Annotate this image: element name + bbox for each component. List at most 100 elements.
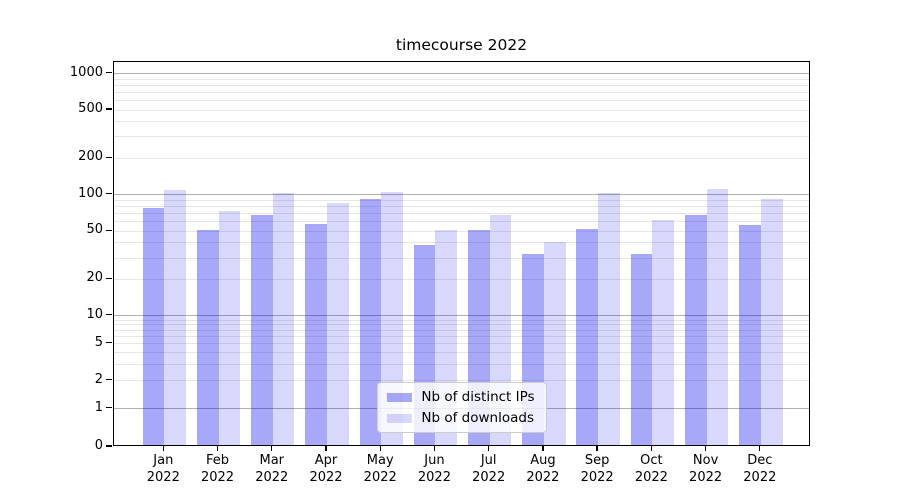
minor-gridline (114, 230, 809, 232)
bar-downloads-mar (272, 192, 295, 445)
y-tick-label: 100 (78, 185, 103, 201)
y-tick-mark (106, 445, 112, 447)
minor-gridline (114, 78, 809, 80)
x-tick-label-jan: Jan 2022 (135, 452, 191, 486)
x-tick-mark (650, 446, 653, 451)
y-tick-label: 50 (86, 222, 103, 238)
x-tick-mark (433, 446, 436, 451)
legend-item-distinct-ips: Nb of distinct IPs (386, 389, 535, 405)
minor-gridline (114, 84, 809, 86)
minor-gridline (114, 363, 809, 365)
y-tick-mark (106, 379, 112, 381)
bar-distinct-ips-feb (196, 230, 219, 445)
x-tick-year: 2022 (417, 470, 451, 485)
minor-gridline (114, 136, 809, 138)
bar-downloads-oct (652, 220, 675, 445)
x-tick-year: 2022 (472, 470, 506, 485)
x-tick-month: Aug (530, 453, 556, 468)
y-tick-mark (106, 314, 112, 316)
x-tick-year: 2022 (200, 470, 235, 485)
y-tick-mark (106, 193, 112, 195)
x-tick-year: 2022 (580, 470, 614, 485)
plot-area: Nb of distinct IPs Nb of downloads (113, 61, 810, 446)
minor-gridline (114, 212, 809, 214)
legend: Nb of distinct IPs Nb of downloads (376, 382, 547, 433)
minor-gridline (114, 380, 809, 382)
x-tick-label-may: May 2022 (352, 452, 408, 486)
minor-gridline (114, 324, 809, 326)
x-tick-year: 2022 (526, 470, 560, 485)
y-tick-label: 200 (78, 149, 103, 165)
legend-swatch-downloads (386, 413, 412, 423)
y-tick-label: 2 (94, 371, 103, 387)
x-tick-mark (759, 446, 761, 451)
x-tick-month: Nov (692, 453, 719, 468)
x-tick-month: Apr (314, 453, 338, 468)
gridlines-layer (114, 62, 809, 445)
major-gridline (114, 315, 809, 317)
y-tick-mark (106, 342, 112, 344)
y-tick-label: 1 (94, 399, 103, 415)
x-tick-label-apr: Apr 2022 (298, 452, 354, 486)
bar-downloads-dec (760, 198, 783, 445)
y-tick-mark (106, 156, 112, 158)
chart-title: timecourse 2022 (395, 36, 528, 54)
minor-gridline (114, 278, 809, 280)
x-tick-mark (542, 446, 544, 451)
y-tick-mark (106, 277, 112, 280)
y-tick-mark (106, 229, 112, 231)
x-tick-month: Sep (584, 453, 610, 468)
x-tick-year: 2022 (363, 470, 397, 485)
x-tick-label-jun: Jun 2022 (406, 452, 462, 486)
bar-downloads-jan (164, 190, 186, 445)
y-tick-mark (106, 407, 112, 409)
bar-downloads-may (381, 192, 403, 445)
y-tick-label: 20 (86, 270, 103, 286)
y-tick-label: 10 (86, 306, 103, 322)
minor-gridline (114, 352, 809, 354)
y-tick-label: 500 (78, 101, 103, 117)
x-tick-month: Jun (424, 453, 445, 468)
x-tick-year: 2022 (146, 470, 180, 485)
x-tick-year: 2022 (689, 470, 723, 485)
bar-downloads-sep (598, 192, 620, 445)
bar-distinct-ips-mar (251, 215, 273, 445)
minor-gridline (114, 221, 809, 223)
y-tick-label: 0 (94, 438, 103, 453)
minor-gridline (114, 329, 809, 331)
minor-gridline (114, 242, 809, 244)
x-tick-year: 2022 (309, 470, 343, 485)
minor-gridline (114, 157, 809, 159)
minor-gridline (114, 91, 809, 93)
legend-label-downloads: Nb of downloads (421, 410, 534, 426)
bar-distinct-ips-may (359, 199, 382, 445)
x-tick-label-jul: Jul 2022 (461, 452, 517, 486)
legend-label-distinct-ips: Nb of distinct IPs (421, 389, 535, 405)
minor-gridline (114, 257, 809, 259)
x-tick-year: 2022 (634, 470, 668, 485)
x-tick-month: Dec (747, 453, 773, 468)
x-tick-year: 2022 (743, 470, 777, 485)
bar-downloads-nov (706, 188, 729, 445)
legend-swatch-distinct-ips (386, 392, 412, 402)
minor-gridline (114, 319, 809, 321)
y-tick-mark (106, 71, 112, 74)
x-tick-label-sep: Sep 2022 (569, 452, 625, 486)
x-tick-mark (704, 446, 707, 451)
minor-gridline (114, 199, 809, 201)
x-tick-label-nov: Nov 2022 (678, 452, 734, 486)
x-tick-mark (325, 446, 327, 451)
minor-gridline (114, 99, 809, 101)
x-tick-month: Mar (259, 453, 285, 468)
x-tick-month: May (366, 453, 394, 468)
x-tick-mark (162, 446, 164, 451)
bar-downloads-apr (326, 203, 349, 445)
x-tick-month: Jul (480, 453, 497, 468)
x-tick-year: 2022 (255, 470, 289, 485)
minor-gridline (114, 205, 809, 207)
bar-downloads-aug (543, 242, 566, 445)
x-tick-month: Jan (153, 453, 174, 468)
bar-downloads-feb (218, 211, 241, 445)
x-tick-label-aug: Aug 2022 (515, 452, 571, 486)
